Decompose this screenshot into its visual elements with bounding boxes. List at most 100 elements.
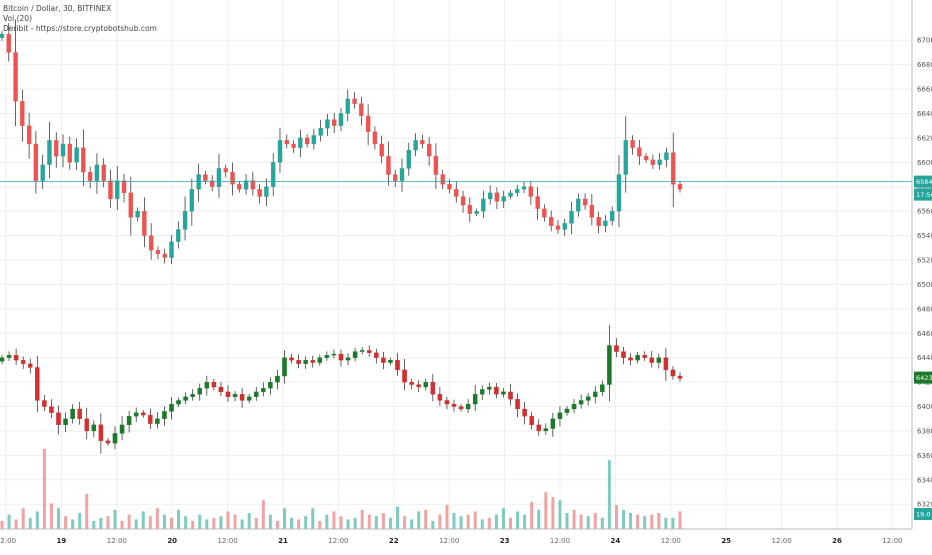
plot-background: [0, 0, 912, 529]
volume-bar: [614, 505, 618, 529]
volume-bar: [254, 517, 258, 529]
countdown-tag-bg: [914, 188, 932, 201]
upper-series-candle: [6, 33, 11, 53]
upper-series-candle: [298, 137, 303, 148]
x-tick-label: 12:00: [661, 537, 681, 545]
x-tick-label: 12:00: [882, 537, 902, 545]
upper-series-candle: [379, 143, 384, 157]
y-tick-label: 6700.0: [917, 37, 932, 45]
countdown-tag: 17:56: [914, 188, 932, 201]
lower-series-candle: [592, 391, 598, 397]
x-tick-label: 12:00: [772, 537, 792, 545]
volume-bar: [650, 514, 654, 529]
lower-series-candle: [472, 394, 478, 405]
volume-bar: [170, 517, 173, 529]
lower-series-candle: [63, 418, 68, 426]
lower-series-candle: [275, 375, 280, 383]
countdown-tag-text: 17:56: [916, 191, 932, 199]
y-tick-label: 6360.0: [917, 452, 932, 460]
lower-series-candle: [374, 352, 379, 358]
volume-bar: [671, 517, 675, 529]
volume-bar: [339, 516, 343, 529]
volume-bar: [35, 511, 39, 529]
upper-series-candle: [237, 184, 242, 190]
y-tick-label: 6540.0: [917, 232, 932, 240]
x-tick-label: 20: [167, 537, 177, 545]
lower-series-candle: [289, 357, 294, 361]
volume-bar: [7, 514, 11, 529]
upper-series-candle: [454, 189, 459, 197]
x-tick-label: 12:00: [550, 537, 570, 545]
x-tick-label: 23: [500, 537, 510, 545]
lower-series-candle: [451, 403, 457, 407]
lower-series-candle: [338, 353, 344, 361]
volume-bar: [268, 514, 272, 529]
volume-bar: [247, 513, 251, 529]
volume-bar: [85, 493, 89, 529]
upper-series-candle: [291, 143, 296, 148]
volume-bar: [586, 516, 590, 529]
lower-series-candle: [119, 424, 125, 434]
lower-series-candle: [27, 363, 33, 368]
upper-series-candle: [650, 159, 656, 165]
upper-series-candle: [501, 196, 506, 202]
upper-series-layer: [0, 19, 912, 265]
y-tick-label: 6340.0: [917, 476, 932, 484]
volume-bar: [71, 519, 75, 529]
upper-series-candle: [657, 159, 662, 165]
upper-series-candle: [230, 171, 235, 185]
volume-bar: [353, 517, 357, 529]
volume-indicator-label[interactable]: Vol (20): [3, 14, 33, 23]
upper-series-candle: [311, 135, 317, 145]
lower-series-candle: [614, 345, 619, 352]
lower-series-candle: [402, 369, 407, 383]
volume-bar: [212, 517, 216, 529]
upper-series-candle: [623, 140, 628, 175]
volume-bar: [678, 511, 682, 529]
volume-bar: [240, 519, 244, 529]
volume-bar: [42, 449, 46, 529]
upper-price-tag-bg: [914, 175, 932, 188]
upper-series-candle: [487, 192, 493, 200]
volume-bar: [120, 521, 124, 529]
upper-series-candle: [332, 119, 337, 126]
lower-series-candle: [261, 388, 266, 393]
lower-series-candle: [430, 381, 436, 395]
lower-series-candle: [578, 400, 584, 405]
volume-bar: [261, 500, 265, 529]
volume-bar: [134, 519, 138, 529]
y-tick-label: 6680.0: [917, 61, 932, 69]
volume-bar: [78, 513, 82, 529]
lower-series-candle: [621, 351, 626, 358]
volume-bar: [205, 519, 209, 529]
volume-bar: [501, 508, 505, 529]
upper-series-candle: [562, 223, 567, 230]
lower-series-candle: [310, 359, 316, 363]
symbol-label[interactable]: Bitcoin / Dollar, 30, BITFINEX: [3, 4, 112, 13]
volume-bar: [565, 513, 569, 529]
lower-series-candle: [225, 391, 231, 397]
lower-series-candle: [416, 384, 421, 388]
volume-bar: [572, 509, 576, 529]
upper-series-candle: [440, 174, 445, 185]
upper-series-candle: [406, 149, 411, 169]
lower-series-candle: [458, 406, 464, 410]
volume-bar: [290, 517, 294, 529]
upper-series-candle: [508, 192, 513, 197]
lower-series-candle: [140, 412, 146, 416]
upper-series-candle: [304, 137, 310, 145]
y-tick-label: 6460.0: [917, 330, 932, 338]
upper-price-tag-text: 6584.2: [916, 178, 932, 186]
upper-series-candle: [386, 156, 391, 175]
volume-bar: [452, 513, 456, 529]
x-tick-label: 26: [832, 537, 842, 545]
lower-series-candle: [642, 355, 647, 358]
upper-series-candle: [148, 235, 154, 251]
volume-bar: [374, 516, 378, 529]
upper-series-candle: [637, 147, 642, 157]
upper-series-candle: [155, 250, 161, 255]
volume-bar: [494, 514, 498, 529]
upper-series-candle: [121, 180, 127, 193]
volume-bar: [438, 514, 442, 529]
